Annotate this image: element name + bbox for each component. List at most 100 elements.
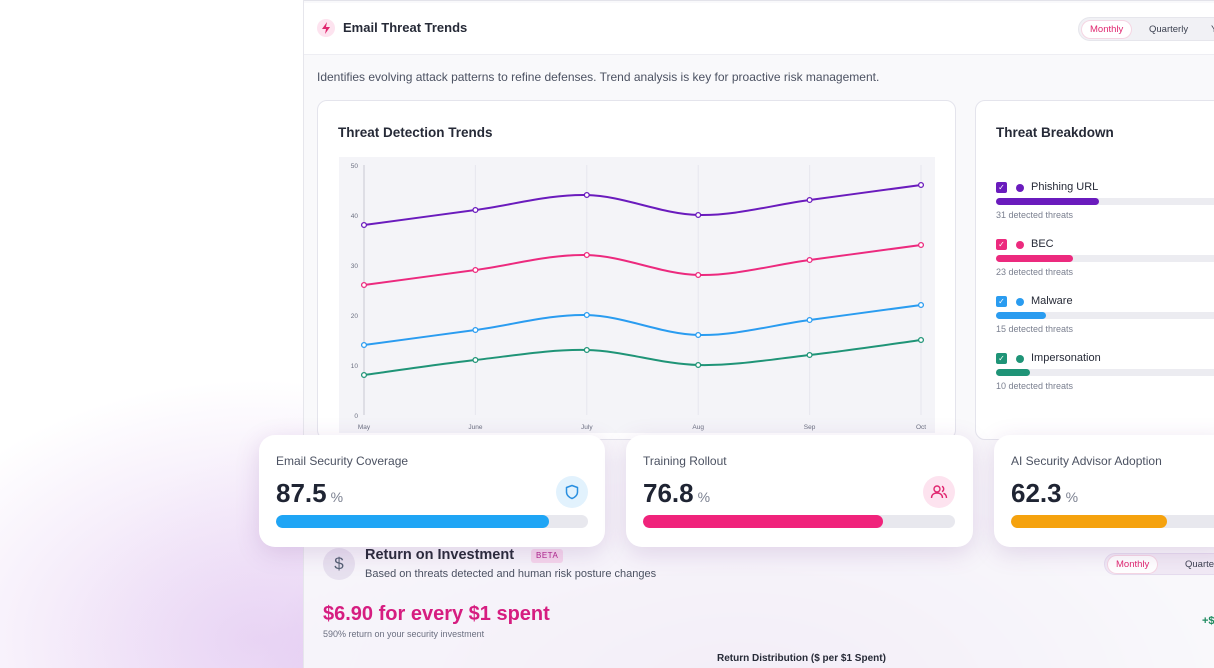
breakdown-count: 15 detected threats (996, 324, 1074, 334)
checkbox[interactable]: ✓ (996, 182, 1007, 193)
metric-label: AI Security Advisor Adoption (1011, 454, 1162, 468)
data-point[interactable] (583, 251, 590, 259)
roi-side-value: +$ (1202, 615, 1214, 627)
data-point[interactable] (806, 316, 813, 324)
metric-progress-fill (643, 515, 883, 528)
data-point[interactable] (695, 271, 702, 279)
series-line (363, 244, 922, 286)
x-tick-label: Oct (916, 424, 926, 431)
section-description: Identifies evolving attack patterns to r… (317, 70, 880, 84)
metric-value: 87.5% (276, 478, 344, 508)
data-point[interactable] (695, 331, 702, 339)
roi-distribution-title: Return Distribution ($ per $1 Spent) (717, 653, 886, 664)
metric-progress-fill (1011, 515, 1167, 528)
dashboard-panel: Email Threat Trends Monthly Quarterly Y … (303, 0, 1214, 668)
metric-card-coverage: Email Security Coverage 87.5% (259, 435, 605, 547)
breakdown-card: Threat Breakdown ✓ Phishing URL 31 detecte… (975, 100, 1214, 440)
series-line (363, 339, 922, 376)
breakdown-fill (996, 255, 1073, 262)
data-point[interactable] (917, 301, 925, 309)
x-tick-label: June (468, 424, 482, 431)
roi-title: Return on Investment (365, 547, 515, 563)
roi-value: $6.90 for every $1 spent (323, 603, 550, 625)
data-point[interactable] (695, 361, 702, 369)
data-point[interactable] (695, 211, 702, 219)
data-point[interactable] (472, 206, 479, 214)
roi-period-monthly-button[interactable]: Monthly (1108, 556, 1158, 573)
lightning-icon (317, 19, 335, 37)
data-point[interactable] (806, 351, 813, 359)
period-quarterly-button[interactable]: Quarterly (1149, 24, 1189, 35)
breakdown-label: Malware (1031, 295, 1073, 307)
breakdown-count: 10 detected threats (996, 381, 1074, 391)
metric-progress-track (1011, 515, 1214, 528)
trend-chart: 0 10 20 30 40 50 May June July Aug Sep Oct (339, 157, 935, 433)
data-point[interactable] (360, 281, 368, 289)
metric-progress-track (643, 515, 955, 528)
users-icon (923, 476, 955, 508)
metric-value: 62.3% (1011, 478, 1079, 508)
top-border (304, 0, 1214, 3)
data-point[interactable] (472, 356, 479, 364)
metric-progress-track (276, 515, 588, 528)
breakdown-count: 23 detected threats (996, 267, 1074, 277)
breakdown-label: Phishing URL (1031, 181, 1099, 193)
period-monthly-button[interactable]: Monthly (1082, 21, 1132, 38)
roi-subtitle: Based on threats detected and human risk… (365, 568, 657, 580)
y-tick-label: 10 (351, 363, 359, 370)
breakdown-fill (996, 312, 1047, 319)
metric-card-training: Training Rollout 76.8% (626, 435, 973, 547)
roi-period-quarterly-button[interactable]: Quarterly (1185, 559, 1214, 570)
legend-dot (1016, 298, 1024, 306)
beta-badge: BETA (531, 549, 564, 563)
data-point[interactable] (806, 256, 813, 264)
trends-card-title: Threat Detection Trends (338, 125, 493, 140)
x-tick-label: Sep (804, 424, 816, 431)
data-point[interactable] (583, 346, 590, 354)
metric-label: Email Security Coverage (276, 454, 409, 468)
data-point[interactable] (917, 336, 925, 344)
roi-period-switch: Monthly Quarterly (1104, 553, 1214, 575)
trends-card: Threat Detection Trends 0 10 20 30 40 50 May Ju… (317, 100, 956, 440)
data-point[interactable] (583, 191, 590, 199)
metric-card-ai-advisor: AI Security Advisor Adoption 62.3% (994, 435, 1214, 547)
checkbox[interactable]: ✓ (996, 353, 1007, 364)
series-line (363, 304, 922, 346)
breakdown-fill (996, 369, 1030, 376)
data-point[interactable] (917, 241, 925, 249)
shield-icon (556, 476, 588, 508)
dollar-icon: $ (323, 548, 355, 580)
breakdown-count: 31 detected threats (996, 210, 1074, 220)
section-header: Email Threat Trends Monthly Quarterly Y (304, 3, 1214, 55)
breakdown-track (996, 198, 1214, 205)
data-point[interactable] (360, 341, 368, 349)
breakdown-card-title: Threat Breakdown (996, 125, 1114, 140)
breakdown-track (996, 312, 1214, 319)
data-point[interactable] (360, 221, 368, 229)
y-tick-label: 20 (351, 313, 359, 320)
y-tick-label: 40 (351, 213, 359, 220)
x-tick-label: July (581, 424, 593, 431)
breakdown-track (996, 255, 1214, 262)
period-switch: Monthly Quarterly Y (1078, 17, 1214, 41)
checkbox[interactable]: ✓ (996, 296, 1007, 307)
data-point[interactable] (917, 181, 925, 189)
legend-dot (1016, 241, 1024, 249)
data-point[interactable] (360, 371, 368, 379)
breakdown-track (996, 369, 1214, 376)
data-point[interactable] (806, 196, 813, 204)
y-tick-label: 50 (351, 163, 359, 170)
y-tick-label: 30 (351, 263, 359, 270)
data-point[interactable] (472, 266, 479, 274)
data-point[interactable] (583, 311, 590, 319)
checkbox[interactable]: ✓ (996, 239, 1007, 250)
legend-dot (1016, 184, 1024, 192)
breakdown-label: Impersonation (1031, 352, 1101, 364)
section-title: Email Threat Trends (343, 20, 468, 35)
breakdown-fill (996, 198, 1100, 205)
x-tick-label: Aug (692, 424, 704, 431)
metric-progress-fill (276, 515, 549, 528)
data-point[interactable] (472, 326, 479, 334)
y-tick-label: 0 (354, 413, 358, 420)
period-yearly-button[interactable]: Y (1203, 21, 1214, 38)
